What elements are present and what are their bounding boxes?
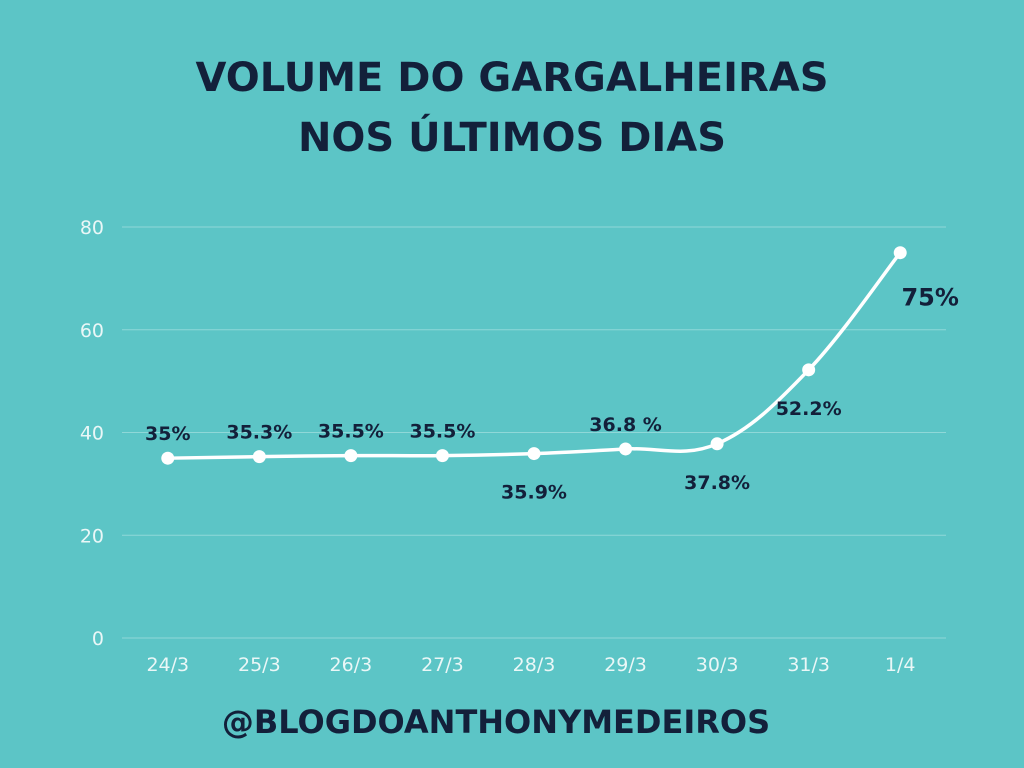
data-point-4	[527, 447, 541, 461]
x-tick-label-3: 27/3	[421, 654, 464, 676]
data-point-2	[344, 449, 358, 463]
title-line-1: VOLUME DO GARGALHEIRAS	[195, 55, 829, 101]
data-label-8: 75%	[901, 284, 958, 312]
y-tick-label-1: 20	[80, 525, 104, 547]
data-point-5	[619, 442, 633, 456]
chart-title: VOLUME DO GARGALHEIRAS NOS ÚLTIMOS DIAS	[0, 48, 1024, 168]
data-label-7: 52.2%	[776, 398, 842, 420]
data-point-0	[161, 451, 175, 465]
y-tick-label-3: 60	[80, 320, 104, 342]
data-point-6	[710, 437, 724, 451]
y-tick-label-2: 40	[80, 423, 104, 445]
x-tick-label-0: 24/3	[146, 654, 189, 676]
x-tick-label-1: 25/3	[238, 654, 281, 676]
y-tick-label-4: 80	[80, 217, 104, 239]
data-label-6: 37.8%	[684, 472, 750, 494]
data-label-2: 35.5%	[318, 421, 384, 443]
data-point-1	[252, 450, 266, 464]
x-tick-label-6: 30/3	[696, 654, 739, 676]
data-label-5: 36.8 %	[589, 414, 662, 436]
x-tick-label-2: 26/3	[330, 654, 373, 676]
x-tick-label-7: 31/3	[787, 654, 830, 676]
x-tick-label-8: 1/4	[885, 654, 916, 676]
series-line	[167, 251, 902, 460]
data-label-3: 35.5%	[409, 421, 475, 443]
data-point-7	[802, 363, 816, 377]
data-label-0: 35%	[145, 423, 190, 445]
data-label-1: 35.3%	[226, 422, 292, 444]
y-tick-label-0: 0	[92, 628, 104, 650]
title-line-2: NOS ÚLTIMOS DIAS	[297, 115, 727, 161]
data-label-4: 35.9%	[501, 482, 567, 504]
x-tick-label-4: 28/3	[513, 654, 556, 676]
footer-handle: @BLOGDOANTHONYMEDEIROS	[221, 703, 771, 741]
x-tick-label-5: 29/3	[604, 654, 647, 676]
data-point-3	[435, 449, 449, 463]
data-point-8	[893, 246, 907, 260]
